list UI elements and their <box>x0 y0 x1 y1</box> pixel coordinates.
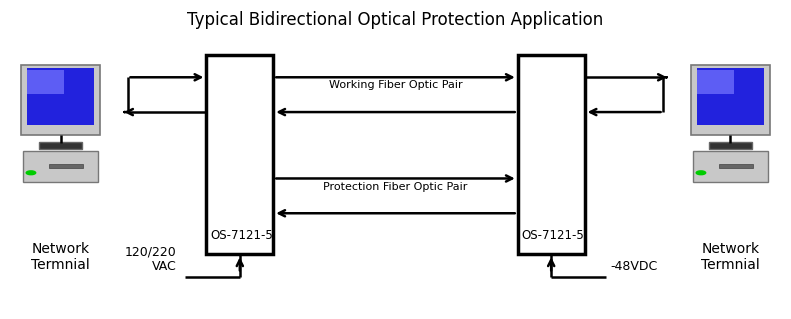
Text: Working Fiber Optic Pair: Working Fiber Optic Pair <box>329 80 462 91</box>
Bar <box>517 55 585 254</box>
Text: Typical Bidirectional Optical Protection Application: Typical Bidirectional Optical Protection… <box>187 11 604 29</box>
Text: -48VDC: -48VDC <box>611 260 657 273</box>
Bar <box>27 68 94 125</box>
Bar <box>719 164 753 168</box>
Bar <box>697 70 734 94</box>
Bar <box>691 65 770 135</box>
Circle shape <box>696 171 706 175</box>
Bar <box>206 55 274 254</box>
Bar <box>21 65 100 135</box>
Text: OS-7121-5: OS-7121-5 <box>521 229 585 242</box>
Text: OS-7121-5: OS-7121-5 <box>210 229 273 242</box>
Bar <box>27 70 64 94</box>
Text: Network
Termnial: Network Termnial <box>701 242 760 272</box>
Bar <box>23 151 98 182</box>
Bar <box>709 142 752 149</box>
Bar <box>693 151 768 182</box>
Circle shape <box>26 171 36 175</box>
Bar <box>49 164 83 168</box>
Text: 120/220
VAC: 120/220 VAC <box>125 245 176 273</box>
Text: Network
Termnial: Network Termnial <box>31 242 90 272</box>
Bar <box>697 68 764 125</box>
Text: Protection Fiber Optic Pair: Protection Fiber Optic Pair <box>324 182 467 192</box>
Bar <box>39 142 82 149</box>
